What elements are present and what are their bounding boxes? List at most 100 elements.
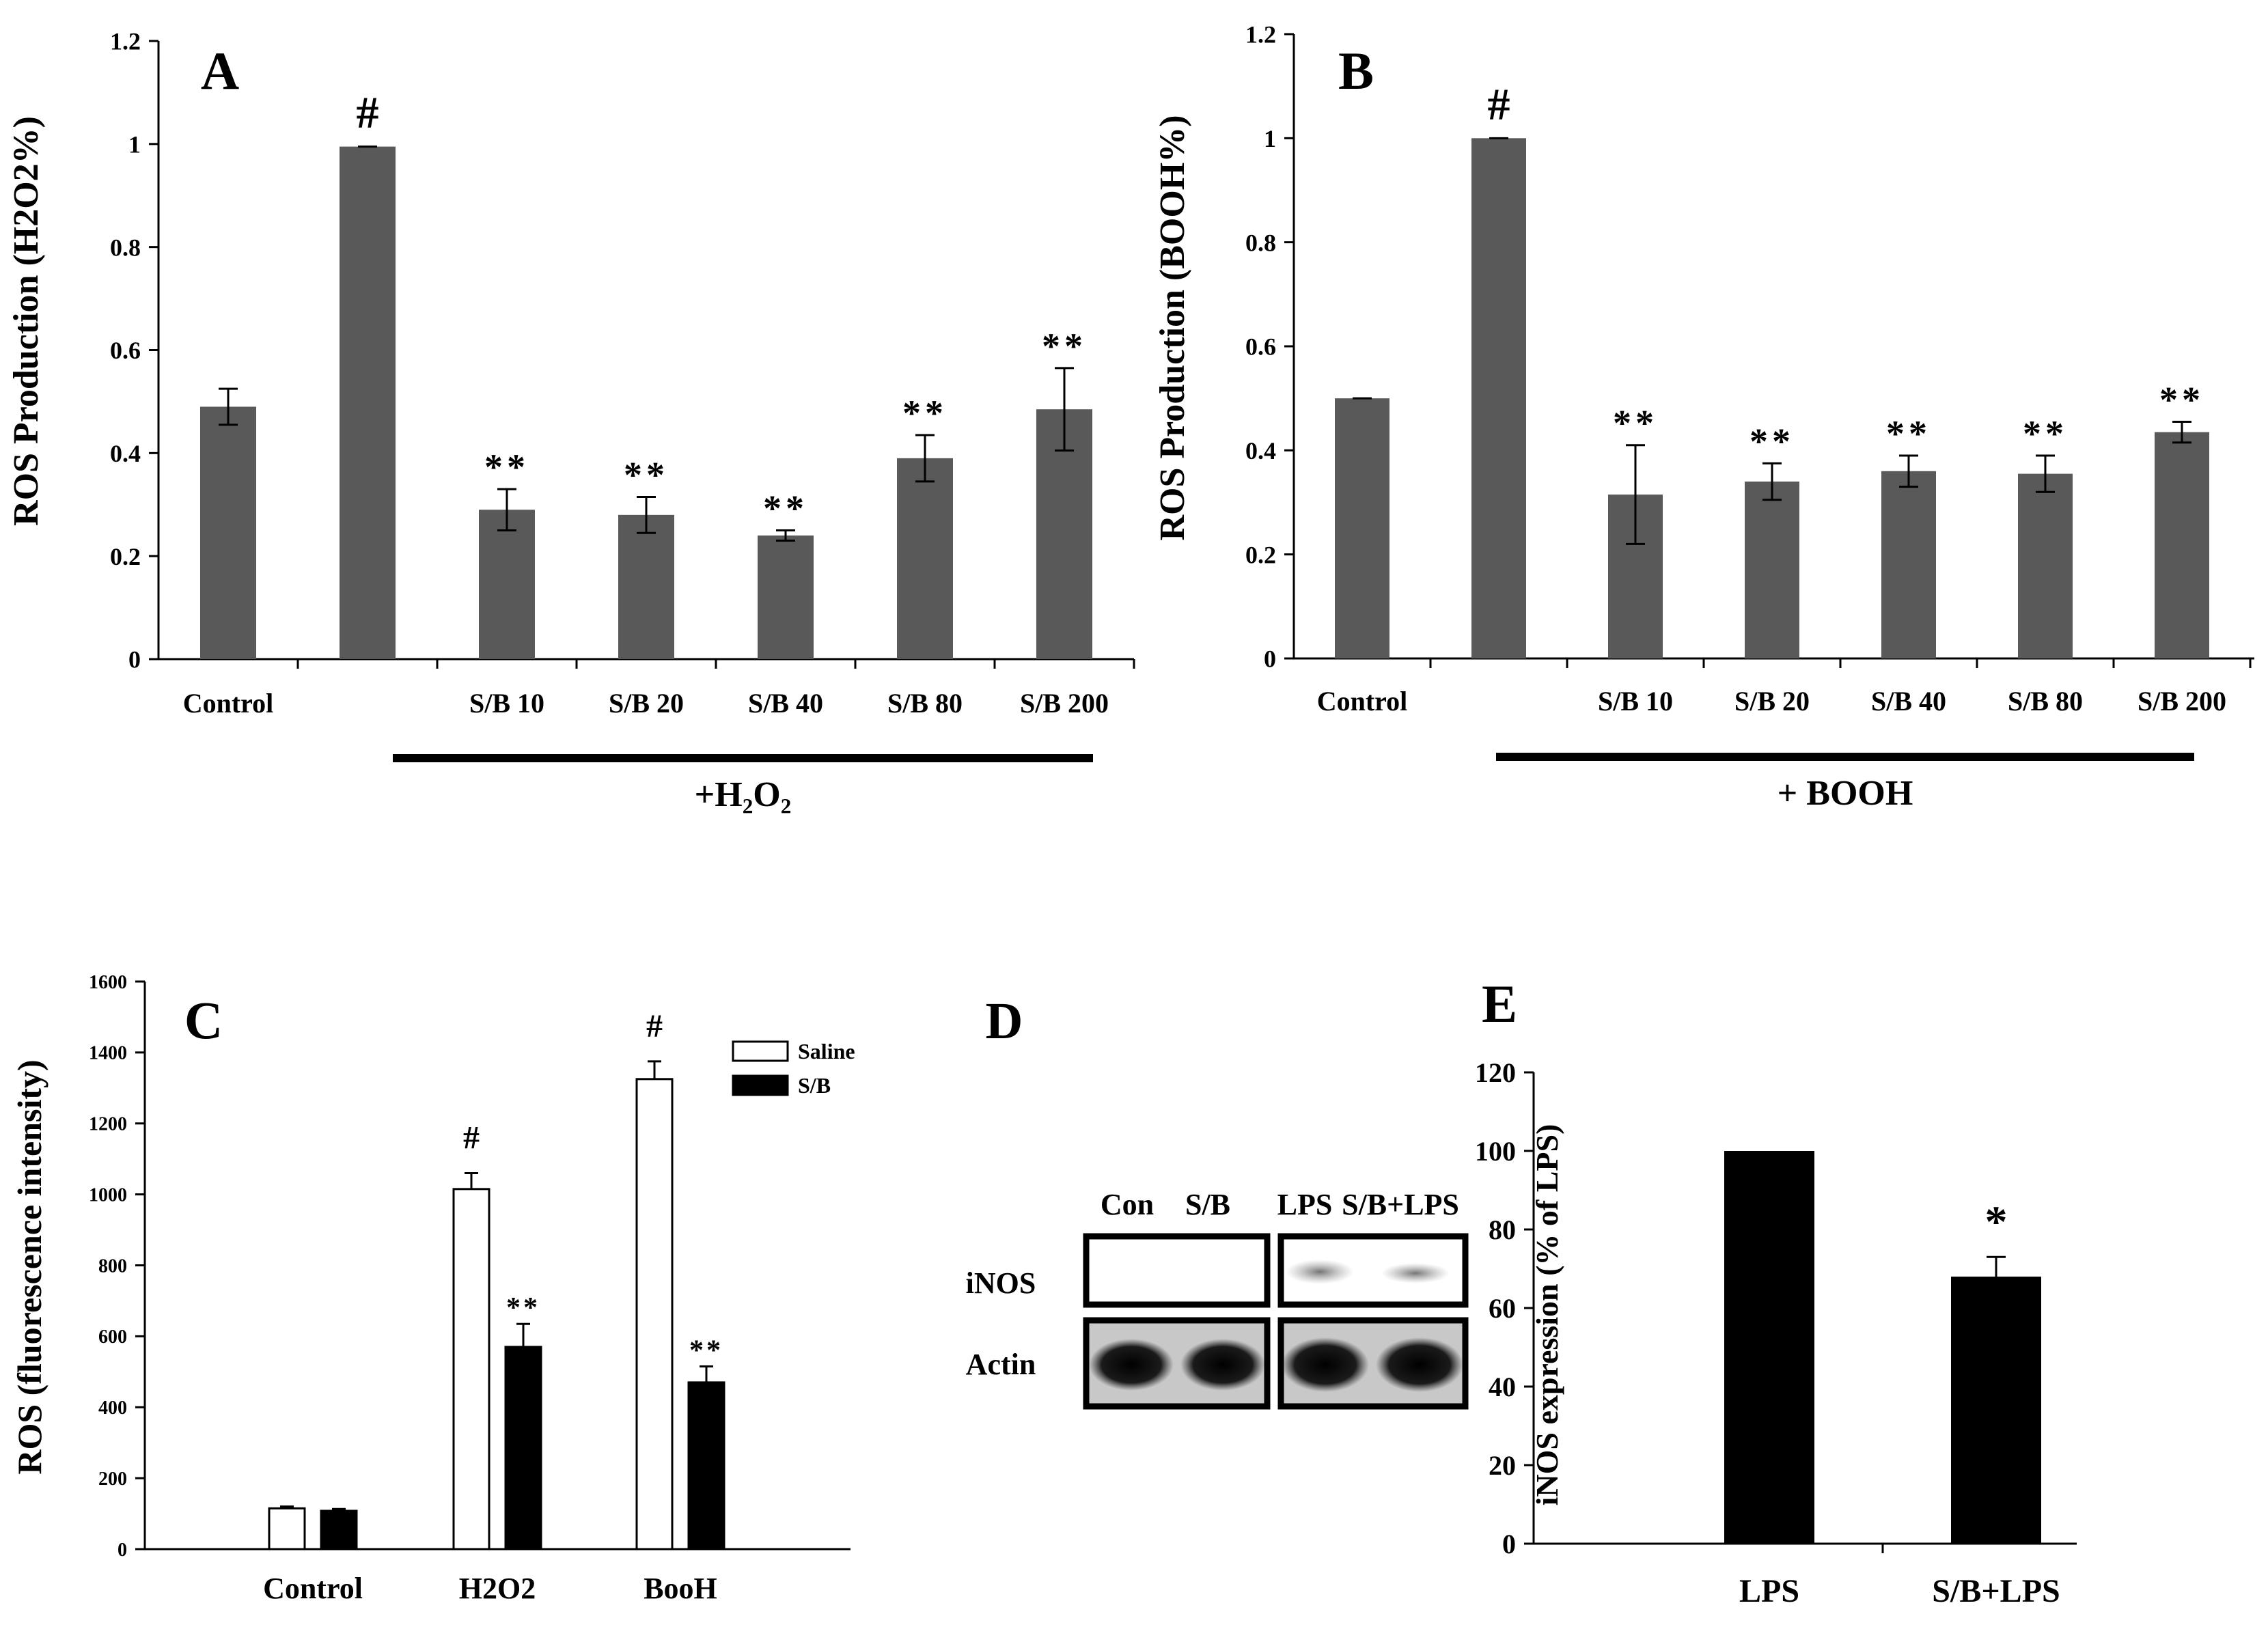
a-x-tick-label: S/B 200 [1020, 688, 1109, 719]
a-x-tick-label: S/B 10 [469, 688, 544, 719]
blot-band-actin-con [1089, 1339, 1174, 1391]
a-y-tick-label: 0 [128, 646, 141, 673]
c-y-tick-label: 200 [98, 1469, 127, 1490]
blot-inos-left-frame [1083, 1233, 1271, 1308]
e-y-tick-label: 100 [1475, 1136, 1516, 1167]
c-x-tick-label: H2O2 [459, 1572, 536, 1605]
blot-band-actin-sb-lps [1376, 1337, 1463, 1392]
b-bar [2155, 432, 2209, 658]
panel-label-a: A [201, 41, 239, 100]
b-x-tick-label: S/B 80 [2008, 686, 2083, 717]
a-y-axis-label: ROS Production (H2O2%) [7, 116, 46, 526]
b-significance-mark: ** [2159, 379, 2204, 420]
c-x-tick-label: BooH [644, 1572, 717, 1605]
a-y-tick-label: 0.2 [110, 543, 141, 570]
e-significance-mark: * [1985, 1197, 2008, 1247]
b-y-tick-label: 0.2 [1245, 541, 1276, 568]
a-x-tick-label: Control [183, 688, 274, 719]
c-y-tick-label: 1400 [89, 1043, 127, 1064]
c-y-tick-label: 400 [98, 1397, 127, 1419]
c-bar-saline [268, 1507, 306, 1550]
blot-band-actin-lps [1282, 1337, 1369, 1392]
panel-a-chart: 0 0.2 0.4 0.6 0.8 1 1.2 A ROS Production (H2O2%)… [7, 28, 1135, 814]
e-y-tick-label: 120 [1475, 1057, 1516, 1088]
c-significance-mark: # [646, 1008, 663, 1044]
legend-swatch-sb [732, 1074, 789, 1096]
a-significance-mark: ** [624, 454, 669, 495]
c-bar-sb [320, 1510, 358, 1550]
c-significance-mark: # [463, 1120, 480, 1156]
a-y-tick-label: 1 [128, 130, 141, 158]
blot-band-inos-lps [1286, 1260, 1354, 1284]
legend-label-saline: Saline [798, 1039, 855, 1063]
b-y-tick-label: 1 [1264, 125, 1276, 152]
c-bar-saline [452, 1188, 490, 1550]
c-x-tick-label: Control [263, 1572, 363, 1605]
legend-label-sb: S/B [798, 1073, 831, 1098]
a-y-tick-label: 0.8 [110, 234, 141, 261]
c-significance-mark: ** [689, 1335, 723, 1367]
c-y-axis-label: ROS (fluorescence intensity) [10, 1059, 49, 1474]
a-y-tick-label: 0.6 [110, 337, 141, 364]
b-y-tick-label: 1.2 [1245, 21, 1276, 48]
a-bar [340, 146, 396, 659]
panel-label-b: B [1338, 41, 1374, 100]
e-bar [1724, 1151, 1814, 1544]
b-treatment-label: + BOOH [1778, 774, 1913, 813]
blot-row-label-inos: iNOS [966, 1266, 1036, 1300]
c-bar-sb [504, 1346, 542, 1550]
c-significance-mark: ** [506, 1292, 540, 1324]
panel-label-c: C [184, 990, 223, 1050]
a-significance-mark: ** [902, 393, 948, 434]
e-bar [1951, 1277, 2041, 1544]
b-x-tick-label: S/B 20 [1734, 686, 1810, 717]
e-y-tick-label: 40 [1489, 1372, 1516, 1402]
b-x-tick-label: S/B 40 [1871, 686, 1946, 717]
a-bar [618, 514, 674, 659]
panel-c-chart: 0 200 400 600 800 1000 1200 1400 1600 C ROS (fluor… [10, 972, 855, 1605]
blot-band-actin-sb [1180, 1339, 1265, 1391]
a-x-tick-label: S/B 20 [609, 688, 684, 719]
a-significance-mark: # [357, 88, 379, 138]
a-bar [479, 510, 535, 659]
panel-label-e: E [1482, 974, 1517, 1033]
e-y-axis-label: iNOS expression (% of LPS) [1530, 1124, 1564, 1506]
e-x-tick-label: LPS [1739, 1573, 1799, 1609]
c-bar-sb [687, 1381, 725, 1550]
c-y-tick-label: 800 [98, 1255, 127, 1277]
blot-lane-label-sb-lps: S/B+LPS [1342, 1188, 1459, 1221]
b-significance-mark: ** [1613, 403, 1658, 444]
b-y-axis-label: ROS Production (BOOH%) [1153, 115, 1192, 540]
b-bar [1335, 398, 1389, 658]
c-y-tick-label: 0 [117, 1540, 127, 1561]
b-x-tick-label: S/B 200 [2138, 686, 2226, 717]
b-x-tick-label: S/B 10 [1598, 686, 1673, 717]
e-y-tick-label: 0 [1502, 1529, 1516, 1559]
b-y-tick-label: 0.4 [1245, 437, 1276, 464]
b-treatment-bracket [1496, 753, 2194, 761]
e-x-tick-label: S/B+LPS [1932, 1573, 2060, 1609]
blot-lane-label-lps: LPS [1277, 1188, 1333, 1221]
b-bar [2018, 473, 2073, 658]
e-y-tick-label: 60 [1489, 1293, 1516, 1324]
legend-swatch-saline [732, 1040, 789, 1062]
c-bar-saline [635, 1078, 674, 1550]
b-bar [1881, 471, 1936, 658]
b-significance-mark: ** [1886, 413, 1931, 454]
a-significance-mark: ** [484, 447, 529, 488]
b-y-tick-label: 0.6 [1245, 333, 1276, 361]
a-bar [758, 536, 814, 659]
b-y-tick-label: 0.8 [1245, 229, 1276, 256]
b-significance-mark: ** [2023, 413, 2068, 454]
blot-band-inos-sb-lps [1381, 1263, 1450, 1283]
panel-b-chart: 0 0.2 0.4 0.6 0.8 1 1.2 B ROS Production (BOOH%)… [1153, 21, 2254, 813]
a-x-tick-label: S/B 80 [887, 688, 963, 719]
a-significance-mark: ** [1042, 326, 1087, 367]
panel-d-western-blot: D Con S/B LPS S/B+LPS iNOS Actin [966, 992, 1469, 1410]
a-significance-mark: ** [763, 488, 808, 529]
b-significance-mark: # [1488, 79, 1510, 129]
a-treatment-label: +H₂O₂ [695, 775, 792, 814]
c-y-tick-label: 1000 [89, 1184, 127, 1206]
b-bar [1471, 138, 1526, 659]
